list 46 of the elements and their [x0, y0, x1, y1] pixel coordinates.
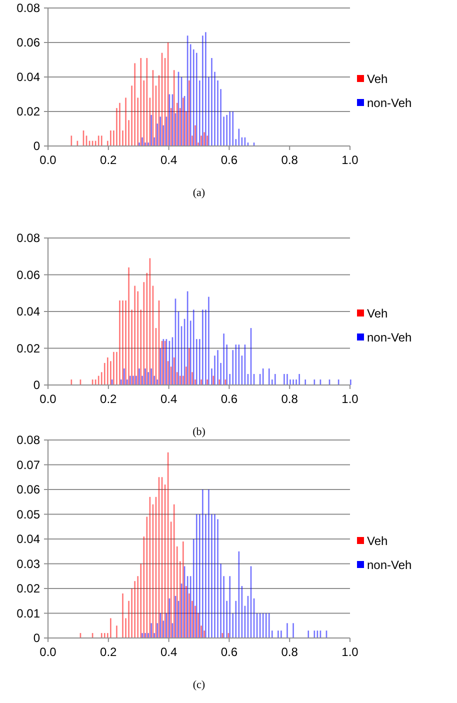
text: (b) [192, 426, 206, 438]
x-tick-label: 0.4 [160, 392, 178, 406]
y-tick-label: 0.06 [16, 36, 40, 50]
y-tick-label: 0 [33, 139, 40, 154]
y-tick-label: 0.04 [16, 532, 40, 546]
x-tick-label: 0.6 [220, 392, 238, 406]
y-tick-label: 0.02 [16, 341, 40, 356]
legend-label: non-Veh [367, 558, 412, 572]
y-tick-label: 0.08 [16, 1, 40, 16]
legend-label: Veh [367, 306, 388, 321]
text: (a) [192, 187, 206, 199]
y-tick-label: 0.08 [16, 231, 40, 246]
x-tick-label: 0.2 [100, 645, 118, 659]
y-tick-label: 0 [33, 631, 40, 646]
y-tick-label: 0.06 [16, 482, 40, 497]
x-tick-label: 0.2 [100, 153, 118, 167]
y-tick-label: 0.02 [16, 104, 40, 119]
y-tick-label: 0.05 [16, 507, 40, 522]
text: (c) [192, 679, 206, 691]
x-tick-label: 1.0 [342, 645, 359, 659]
x-tick-label: 0.0 [40, 645, 57, 659]
y-tick-label: 0.02 [16, 582, 40, 596]
x-tick-label: 0.2 [100, 392, 118, 406]
x-tick-label: 0.0 [40, 392, 57, 406]
y-tick-label: 0.04 [16, 304, 40, 319]
x-tick-label: 0.6 [220, 153, 238, 167]
y-tick-label: 0.08 [16, 433, 40, 448]
x-tick-label: 0.6 [220, 645, 238, 659]
legend-label: non-Veh [367, 96, 412, 110]
legend-label: Veh [367, 72, 388, 86]
x-tick-label: 0.0 [40, 153, 57, 167]
legend-label: non-Veh [367, 330, 412, 345]
y-tick-label: 0.07 [16, 458, 40, 472]
x-tick-label: 0.4 [160, 645, 178, 659]
legend-label: Veh [367, 534, 388, 548]
y-tick-label: 0.06 [16, 268, 40, 282]
y-tick-label: 0.04 [16, 70, 40, 84]
y-tick-label: 0.01 [16, 606, 40, 620]
x-tick-label: 1.0 [342, 153, 359, 167]
x-tick-label: 1.0 [342, 392, 359, 406]
y-tick-label: 0 [33, 378, 40, 392]
x-tick-label: 0.8 [281, 392, 298, 406]
x-tick-label: 0.8 [281, 645, 298, 659]
x-tick-label: 0.8 [281, 153, 298, 167]
y-tick-label: 0.03 [16, 556, 40, 571]
x-tick-label: 0.4 [160, 153, 178, 167]
